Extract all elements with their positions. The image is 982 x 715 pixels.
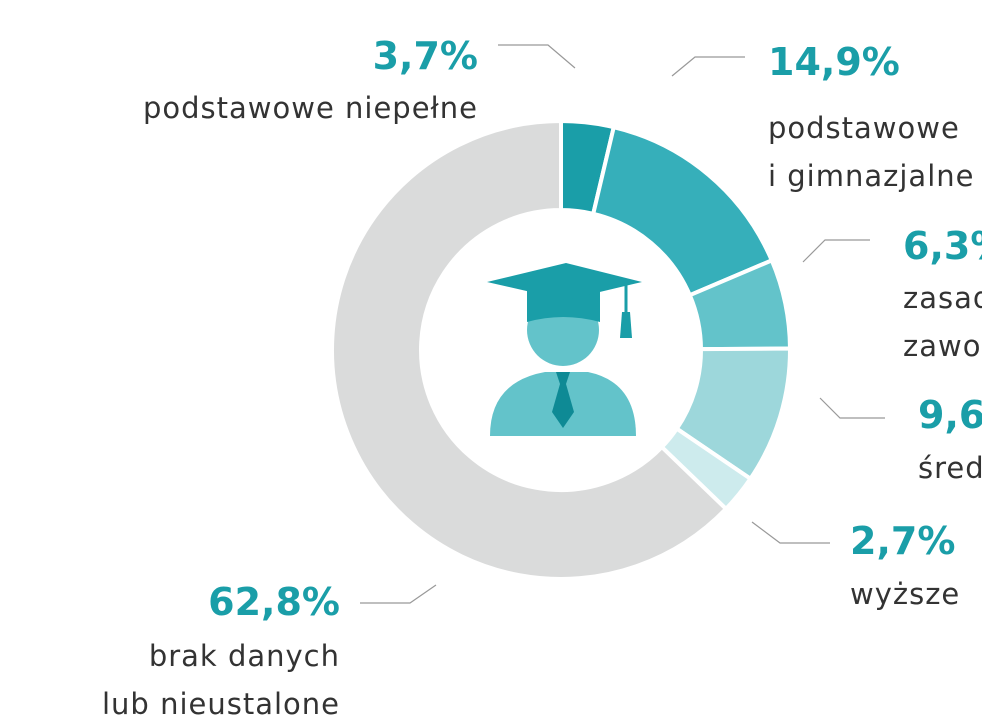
category-label: podstawowe niepełne: [143, 91, 478, 125]
value-label: 2,7%: [850, 519, 955, 563]
donut-segment: [330, 118, 729, 581]
category-label: brak danych: [149, 639, 340, 673]
category-label: wyższe: [850, 577, 960, 611]
leader-line: [498, 44, 576, 69]
leader-line: [751, 521, 830, 544]
category-label: lub nieustalone: [102, 687, 340, 715]
value-label: 6,3%: [903, 224, 982, 268]
value-label: 62,8%: [208, 580, 340, 624]
category-label: zawodowe: [903, 329, 982, 363]
value-label: 3,7%: [373, 34, 478, 78]
category-label: podstawowe: [768, 111, 960, 145]
category-label: i gimnazjalne: [768, 159, 974, 193]
leader-line: [671, 56, 745, 77]
category-label: zasadnicze: [903, 281, 982, 315]
category-label: średnie: [918, 451, 982, 485]
value-label: 14,9%: [768, 40, 900, 84]
leader-line: [802, 239, 870, 263]
leader-line: [819, 397, 885, 419]
graduate-icon: [487, 263, 642, 436]
value-label: 9,6%: [918, 393, 982, 437]
leader-line: [360, 584, 437, 604]
